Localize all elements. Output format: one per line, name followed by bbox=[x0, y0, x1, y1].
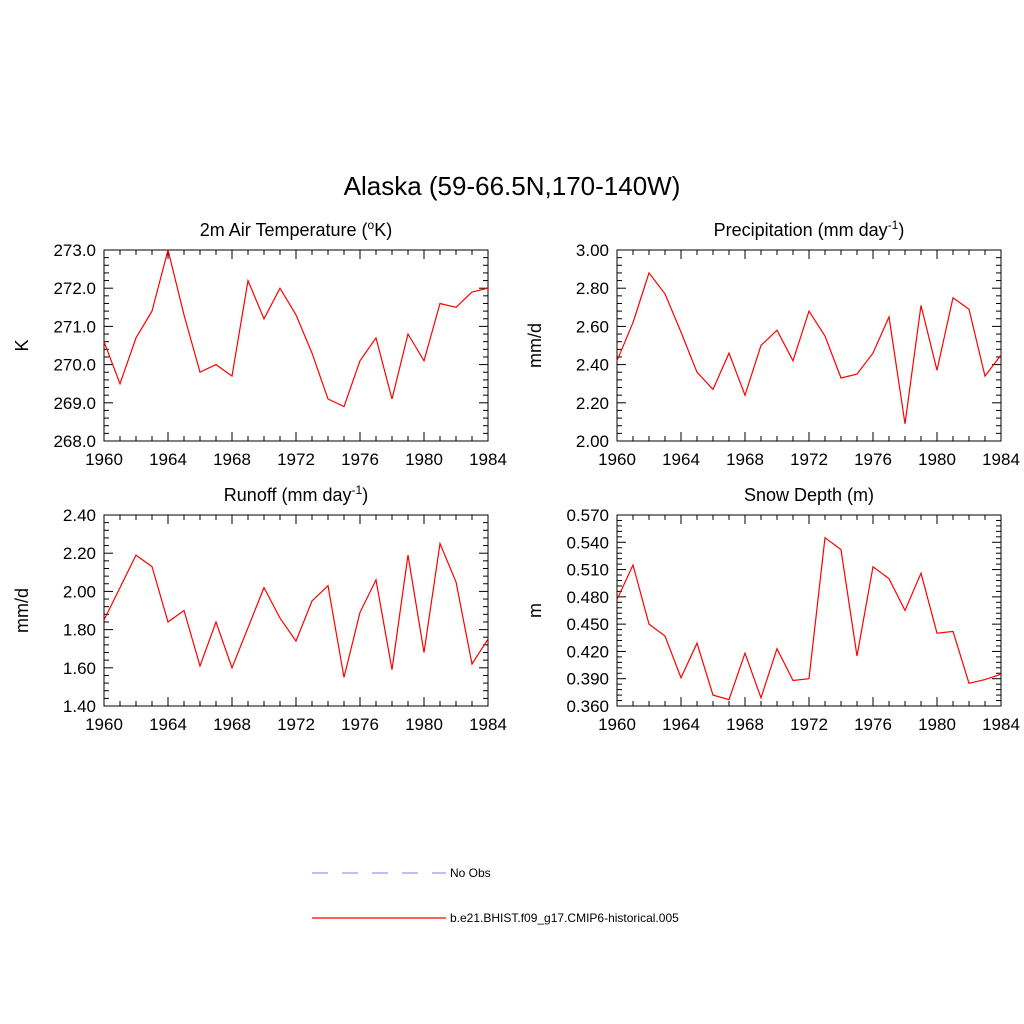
x-tick-label: 1976 bbox=[854, 715, 892, 734]
y-tick-label: 0.360 bbox=[566, 697, 609, 716]
y-tick-label: 269.0 bbox=[53, 394, 96, 413]
x-tick-label: 1968 bbox=[726, 450, 764, 469]
series-line bbox=[616, 271, 1002, 424]
panel-title: Runoff (mm day-1) bbox=[224, 483, 368, 505]
x-tick-label: 1980 bbox=[405, 715, 443, 734]
x-tick-label: 1972 bbox=[277, 715, 315, 734]
x-tick-label: 1964 bbox=[149, 450, 187, 469]
chart-panel: Runoff (mm day-1) mm/d 1960 1964 1968 1972 197… bbox=[12, 483, 507, 734]
legend-label: b.e21.BHIST.f09_g17.CMIP6-historical.005 bbox=[450, 911, 679, 925]
legend-label: No Obs bbox=[450, 866, 491, 880]
y-tick-label: 2.00 bbox=[63, 582, 96, 601]
y-tick-label: 0.540 bbox=[566, 533, 609, 552]
x-tick-label: 1984 bbox=[469, 715, 507, 734]
x-tick-label: 1980 bbox=[918, 715, 956, 734]
panels: 2m Air Temperature (oK) K 1960 1964 1968 1972… bbox=[12, 218, 1020, 734]
x-tick-label: 1976 bbox=[854, 450, 892, 469]
y-axis-label: m bbox=[525, 603, 545, 618]
series-line bbox=[103, 249, 489, 408]
x-tick-label: 1968 bbox=[213, 715, 251, 734]
x-tick-label: 1960 bbox=[598, 715, 636, 734]
y-tick-label: 268.0 bbox=[53, 432, 96, 451]
x-tick-label: 1964 bbox=[662, 450, 700, 469]
panel-title: Precipitation (mm day-1) bbox=[714, 218, 905, 240]
y-tick-label: 0.570 bbox=[566, 506, 609, 525]
y-tick-label: 1.80 bbox=[63, 621, 96, 640]
series-line bbox=[616, 536, 1002, 701]
x-tick-label: 1976 bbox=[341, 715, 379, 734]
chart-panel: 2m Air Temperature (oK) K 1960 1964 1968 1972… bbox=[12, 218, 507, 469]
y-axis-label: mm/d bbox=[525, 323, 545, 368]
series-line bbox=[103, 541, 489, 678]
y-tick-label: 0.510 bbox=[566, 561, 609, 580]
y-tick-label: 1.40 bbox=[63, 697, 96, 716]
x-tick-label: 1972 bbox=[277, 450, 315, 469]
y-tick-label: 3.00 bbox=[576, 241, 609, 260]
y-tick-label: 2.80 bbox=[576, 279, 609, 298]
y-axis-label: K bbox=[12, 339, 32, 351]
y-tick-label: 2.40 bbox=[576, 356, 609, 375]
y-tick-label: 0.480 bbox=[566, 588, 609, 607]
panel-title: Snow Depth (m) bbox=[744, 485, 874, 505]
x-tick-label: 1976 bbox=[341, 450, 379, 469]
y-axis-label: mm/d bbox=[12, 588, 32, 633]
panel-title: 2m Air Temperature (oK) bbox=[200, 218, 392, 240]
y-tick-label: 2.20 bbox=[63, 544, 96, 563]
y-tick-label: 0.420 bbox=[566, 642, 609, 661]
x-tick-label: 1960 bbox=[598, 450, 636, 469]
y-tick-label: 2.20 bbox=[576, 394, 609, 413]
legend: No Obs b.e21.BHIST.f09_g17.CMIP6-historic… bbox=[312, 866, 679, 925]
y-tick-label: 270.0 bbox=[53, 356, 96, 375]
x-tick-label: 1980 bbox=[918, 450, 956, 469]
x-tick-label: 1984 bbox=[469, 450, 507, 469]
x-tick-label: 1972 bbox=[790, 450, 828, 469]
x-tick-label: 1968 bbox=[213, 450, 251, 469]
x-tick-label: 1980 bbox=[405, 450, 443, 469]
figure-title: Alaska (59-66.5N,170-140W) bbox=[344, 171, 681, 201]
x-tick-label: 1984 bbox=[982, 450, 1020, 469]
y-tick-label: 271.0 bbox=[53, 317, 96, 336]
y-tick-label: 2.60 bbox=[576, 317, 609, 336]
y-tick-label: 0.390 bbox=[566, 670, 609, 689]
x-tick-label: 1960 bbox=[85, 715, 123, 734]
y-tick-label: 0.450 bbox=[566, 615, 609, 634]
y-tick-label: 1.60 bbox=[63, 659, 96, 678]
x-tick-label: 1984 bbox=[982, 715, 1020, 734]
y-tick-label: 2.00 bbox=[576, 432, 609, 451]
x-tick-label: 1964 bbox=[149, 715, 187, 734]
plot-frame bbox=[616, 249, 1002, 442]
plot-frame bbox=[103, 249, 489, 442]
x-tick-label: 1964 bbox=[662, 715, 700, 734]
chart-panel: Snow Depth (m) m 1960 1964 1968 1972 1976 1980 1… bbox=[525, 485, 1020, 734]
chart-panel: Precipitation (mm day-1) mm/d 1960 1964 1968… bbox=[525, 218, 1020, 469]
x-tick-label: 1960 bbox=[85, 450, 123, 469]
x-tick-label: 1968 bbox=[726, 715, 764, 734]
y-tick-label: 2.40 bbox=[63, 506, 96, 525]
y-tick-label: 272.0 bbox=[53, 279, 96, 298]
x-tick-label: 1972 bbox=[790, 715, 828, 734]
y-tick-label: 273.0 bbox=[53, 241, 96, 260]
